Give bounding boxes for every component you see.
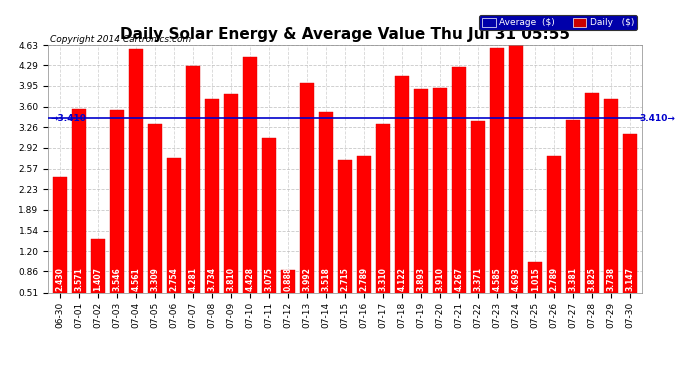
Text: 3.738: 3.738	[607, 267, 615, 291]
Text: 3.910: 3.910	[435, 267, 444, 291]
Bar	[357, 156, 371, 292]
Bar	[90, 238, 105, 292]
Bar	[338, 160, 352, 292]
Text: 3.309: 3.309	[150, 267, 159, 291]
Bar	[414, 89, 428, 292]
Bar	[52, 177, 67, 292]
Text: 2.715: 2.715	[340, 267, 350, 291]
Bar	[167, 158, 181, 292]
Bar	[566, 120, 580, 292]
Text: 3.310: 3.310	[379, 267, 388, 291]
Bar	[547, 156, 562, 292]
Bar	[243, 57, 257, 292]
Text: 2.789: 2.789	[550, 267, 559, 291]
Text: 4.122: 4.122	[397, 267, 406, 291]
Text: 4.267: 4.267	[455, 267, 464, 291]
Title: Daily Solar Energy & Average Value Thu Jul 31 05:55: Daily Solar Energy & Average Value Thu J…	[120, 27, 570, 42]
Text: 2.789: 2.789	[359, 267, 368, 291]
Text: 3.546: 3.546	[112, 267, 121, 291]
Bar	[300, 83, 314, 292]
Text: 0.888: 0.888	[284, 267, 293, 291]
Bar	[148, 124, 162, 292]
Text: Copyright 2014 Cartronics.com: Copyright 2014 Cartronics.com	[50, 35, 191, 44]
Bar	[452, 67, 466, 292]
Bar	[433, 88, 447, 292]
Legend: Average  ($), Daily   ($): Average ($), Daily ($)	[480, 15, 637, 30]
Text: 4.693: 4.693	[512, 267, 521, 291]
Bar	[509, 41, 523, 292]
Bar	[604, 99, 618, 292]
Text: 4.585: 4.585	[493, 267, 502, 291]
Text: 3.410→: 3.410→	[640, 114, 676, 123]
Bar	[585, 93, 600, 292]
Text: 4.561: 4.561	[131, 267, 140, 291]
Bar	[281, 270, 295, 292]
Bar	[395, 75, 409, 292]
Text: 2.754: 2.754	[169, 267, 178, 291]
Bar	[224, 94, 238, 292]
Text: 3.075: 3.075	[264, 267, 273, 291]
Text: →3.410: →3.410	[50, 114, 86, 123]
Text: 1.015: 1.015	[531, 267, 540, 291]
Bar	[262, 138, 276, 292]
Bar	[72, 109, 86, 292]
Bar	[623, 134, 638, 292]
Text: 3.371: 3.371	[473, 267, 482, 291]
Text: 3.147: 3.147	[626, 267, 635, 291]
Text: 3.381: 3.381	[569, 267, 578, 291]
Bar	[110, 110, 124, 292]
Bar	[528, 262, 542, 292]
Text: 3.518: 3.518	[322, 267, 331, 291]
Text: 3.825: 3.825	[588, 267, 597, 291]
Bar	[376, 124, 390, 292]
Text: 4.281: 4.281	[188, 267, 197, 291]
Text: 2.430: 2.430	[55, 267, 64, 291]
Bar	[471, 121, 485, 292]
Text: 3.810: 3.810	[226, 267, 235, 291]
Bar	[186, 66, 200, 292]
Bar	[319, 112, 333, 292]
Bar	[128, 49, 143, 292]
Bar	[490, 48, 504, 292]
Text: 4.428: 4.428	[246, 267, 255, 291]
Text: 1.407: 1.407	[93, 267, 102, 291]
Text: 3.734: 3.734	[208, 267, 217, 291]
Text: 3.992: 3.992	[302, 267, 311, 291]
Text: 3.893: 3.893	[417, 267, 426, 291]
Bar	[205, 99, 219, 292]
Text: 3.571: 3.571	[75, 267, 83, 291]
